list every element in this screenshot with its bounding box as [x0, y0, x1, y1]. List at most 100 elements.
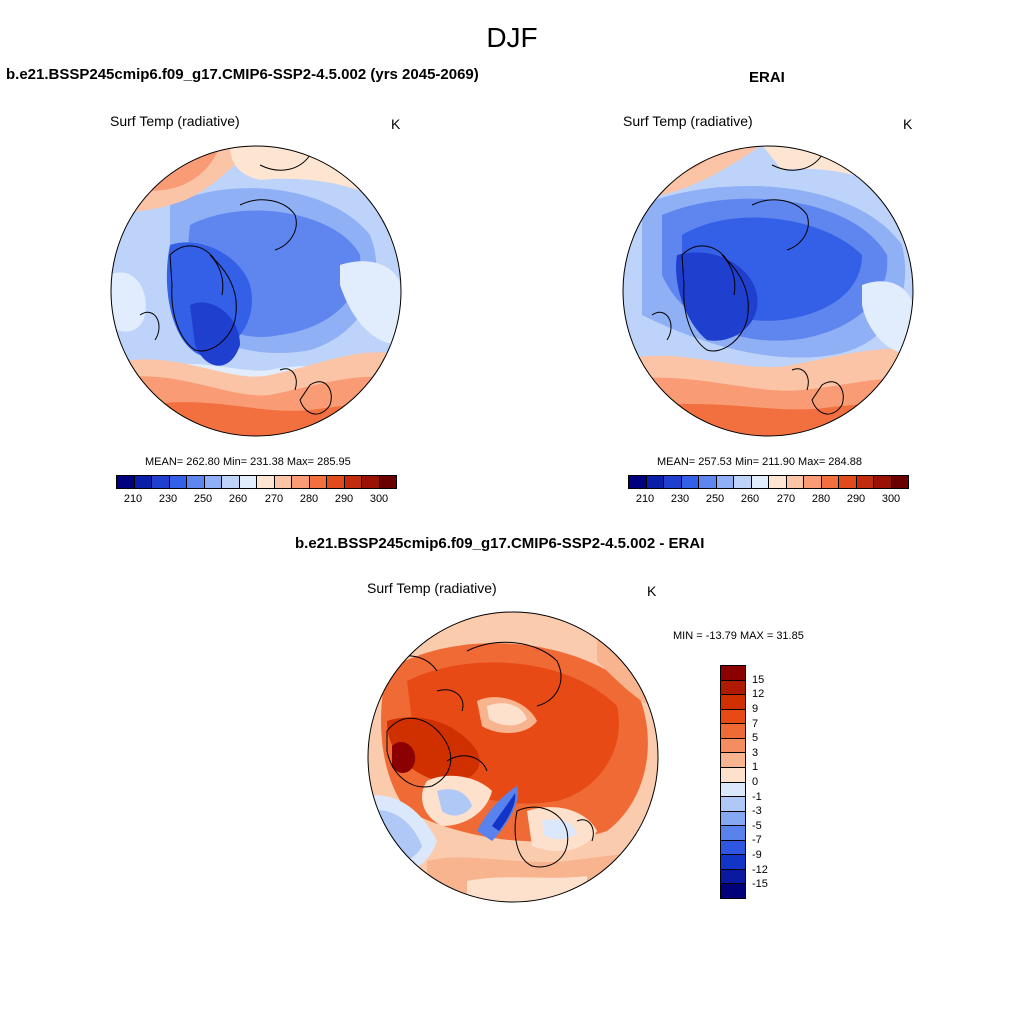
colorbar-swatch	[721, 797, 745, 812]
colorbar-swatch	[204, 476, 222, 488]
colorbar-swatch	[646, 476, 664, 488]
colorbar-tick: 300	[369, 493, 389, 505]
colorbar-swatch	[721, 826, 745, 841]
colorbar-swatch	[856, 476, 874, 488]
colorbar-tick: 250	[705, 493, 725, 505]
colorbar-tick: -15	[752, 878, 768, 890]
colorbar-swatch	[327, 476, 345, 488]
colorbar-swatch	[721, 855, 745, 870]
colorbar-swatch	[117, 476, 135, 488]
colorbar-tick: 1	[752, 761, 759, 773]
colorbar-swatch	[292, 476, 310, 488]
colorbar-swatch	[169, 476, 187, 488]
model-stats: MEAN= 262.80 Min= 231.38 Max= 285.95	[145, 456, 351, 468]
colorbar-swatch	[629, 476, 647, 488]
colorbar-swatch	[769, 476, 787, 488]
diff-units-label: K	[647, 583, 657, 599]
colorbar-tick: 230	[158, 493, 178, 505]
colorbar-tick: 210	[635, 493, 655, 505]
diff-colorbar-swatches	[720, 665, 746, 899]
colorbar-tick: 260	[228, 493, 248, 505]
colorbar-swatch	[716, 476, 734, 488]
colorbar-swatch	[344, 476, 362, 488]
obs-colorbar-ticks: 210 230 250 260 270 280 290 300	[628, 493, 909, 509]
diff-panel-title: b.e21.BSSP245cmip6.f09_g17.CMIP6-SSP2-4.…	[295, 535, 705, 552]
colorbar-tick: 270	[264, 493, 284, 505]
colorbar-tick: 210	[123, 493, 143, 505]
colorbar-tick: 300	[881, 493, 901, 505]
figure-title: DJF	[486, 22, 538, 53]
obs-stats: MEAN= 257.53 Min= 211.90 Max= 284.88	[657, 456, 862, 468]
colorbar-swatch	[721, 709, 745, 725]
diff-variable-label: Surf Temp (radiative)	[367, 580, 497, 596]
colorbar-swatch	[134, 476, 152, 488]
colorbar-swatch	[274, 476, 292, 488]
colorbar-swatch	[786, 476, 804, 488]
obs-panel-title: ERAI	[749, 69, 785, 86]
colorbar-swatch	[309, 476, 327, 488]
colorbar-tick: -9	[752, 849, 762, 861]
model-colorbar	[116, 475, 397, 489]
colorbar-tick: 7	[752, 718, 759, 730]
colorbar-swatch	[721, 695, 745, 710]
colorbar-tick: 290	[334, 493, 354, 505]
colorbar-swatch	[721, 782, 745, 798]
colorbar-swatch	[751, 476, 769, 488]
colorbar-tick: 280	[811, 493, 831, 505]
colorbar-tick: 280	[299, 493, 319, 505]
model-polar-map	[110, 145, 402, 437]
colorbar-swatch	[891, 476, 908, 488]
colorbar-swatch	[721, 767, 745, 783]
colorbar-swatch	[721, 869, 745, 885]
model-colorbar-swatches	[116, 475, 397, 489]
colorbar-swatch	[187, 476, 205, 488]
colorbar-tick: 12	[752, 688, 765, 700]
colorbar-tick: 260	[740, 493, 760, 505]
obs-colorbar-swatches	[628, 475, 909, 489]
colorbar-tick: 270	[776, 493, 796, 505]
colorbar-swatch	[239, 476, 257, 488]
colorbar-swatch	[804, 476, 822, 488]
colorbar-swatch	[721, 724, 745, 739]
colorbar-swatch	[721, 811, 745, 827]
model-colorbar-ticks: 210 230 250 260 270 280 290 300	[116, 493, 397, 509]
colorbar-tick: 0	[752, 776, 759, 788]
colorbar-tick: -12	[752, 864, 768, 876]
colorbar-swatch	[379, 476, 396, 488]
colorbar-swatch	[721, 753, 745, 768]
obs-variable-label: Surf Temp (radiative)	[623, 113, 753, 129]
colorbar-swatch	[721, 840, 745, 856]
colorbar-swatch	[721, 884, 745, 898]
colorbar-swatch	[734, 476, 752, 488]
diff-colorbar-ticks: 15 12 9 7 5 3 1 0 -1 -3 -5 -7 -9 -12 -15	[752, 665, 792, 899]
colorbar-swatch	[721, 738, 745, 754]
colorbar-tick: -3	[752, 805, 762, 817]
obs-colorbar	[628, 475, 909, 489]
colorbar-swatch	[362, 476, 380, 488]
colorbar-tick: 290	[846, 493, 866, 505]
colorbar-tick: -5	[752, 820, 762, 832]
colorbar-tick: 9	[752, 703, 759, 715]
model-panel-title: b.e21.BSSP245cmip6.f09_g17.CMIP6-SSP2-4.…	[6, 66, 479, 83]
colorbar-swatch	[257, 476, 275, 488]
model-variable-label: Surf Temp (radiative)	[110, 113, 240, 129]
colorbar-tick: 230	[670, 493, 690, 505]
colorbar-swatch	[721, 680, 745, 696]
colorbar-tick: 5	[752, 732, 759, 744]
diff-stats: MIN = -13.79 MAX = 31.85	[673, 630, 804, 642]
colorbar-swatch	[821, 476, 839, 488]
colorbar-swatch	[152, 476, 170, 488]
colorbar-tick: -7	[752, 834, 762, 846]
obs-units-label: K	[903, 116, 913, 132]
colorbar-swatch	[699, 476, 717, 488]
diff-colorbar	[720, 665, 746, 899]
colorbar-tick: 15	[752, 674, 765, 686]
model-units-label: K	[391, 116, 401, 132]
colorbar-tick: -1	[752, 791, 762, 803]
obs-polar-map	[622, 145, 914, 437]
colorbar-tick: 3	[752, 747, 759, 759]
colorbar-swatch	[839, 476, 857, 488]
diff-polar-map	[367, 611, 659, 903]
colorbar-swatch	[721, 666, 745, 681]
colorbar-swatch	[874, 476, 892, 488]
